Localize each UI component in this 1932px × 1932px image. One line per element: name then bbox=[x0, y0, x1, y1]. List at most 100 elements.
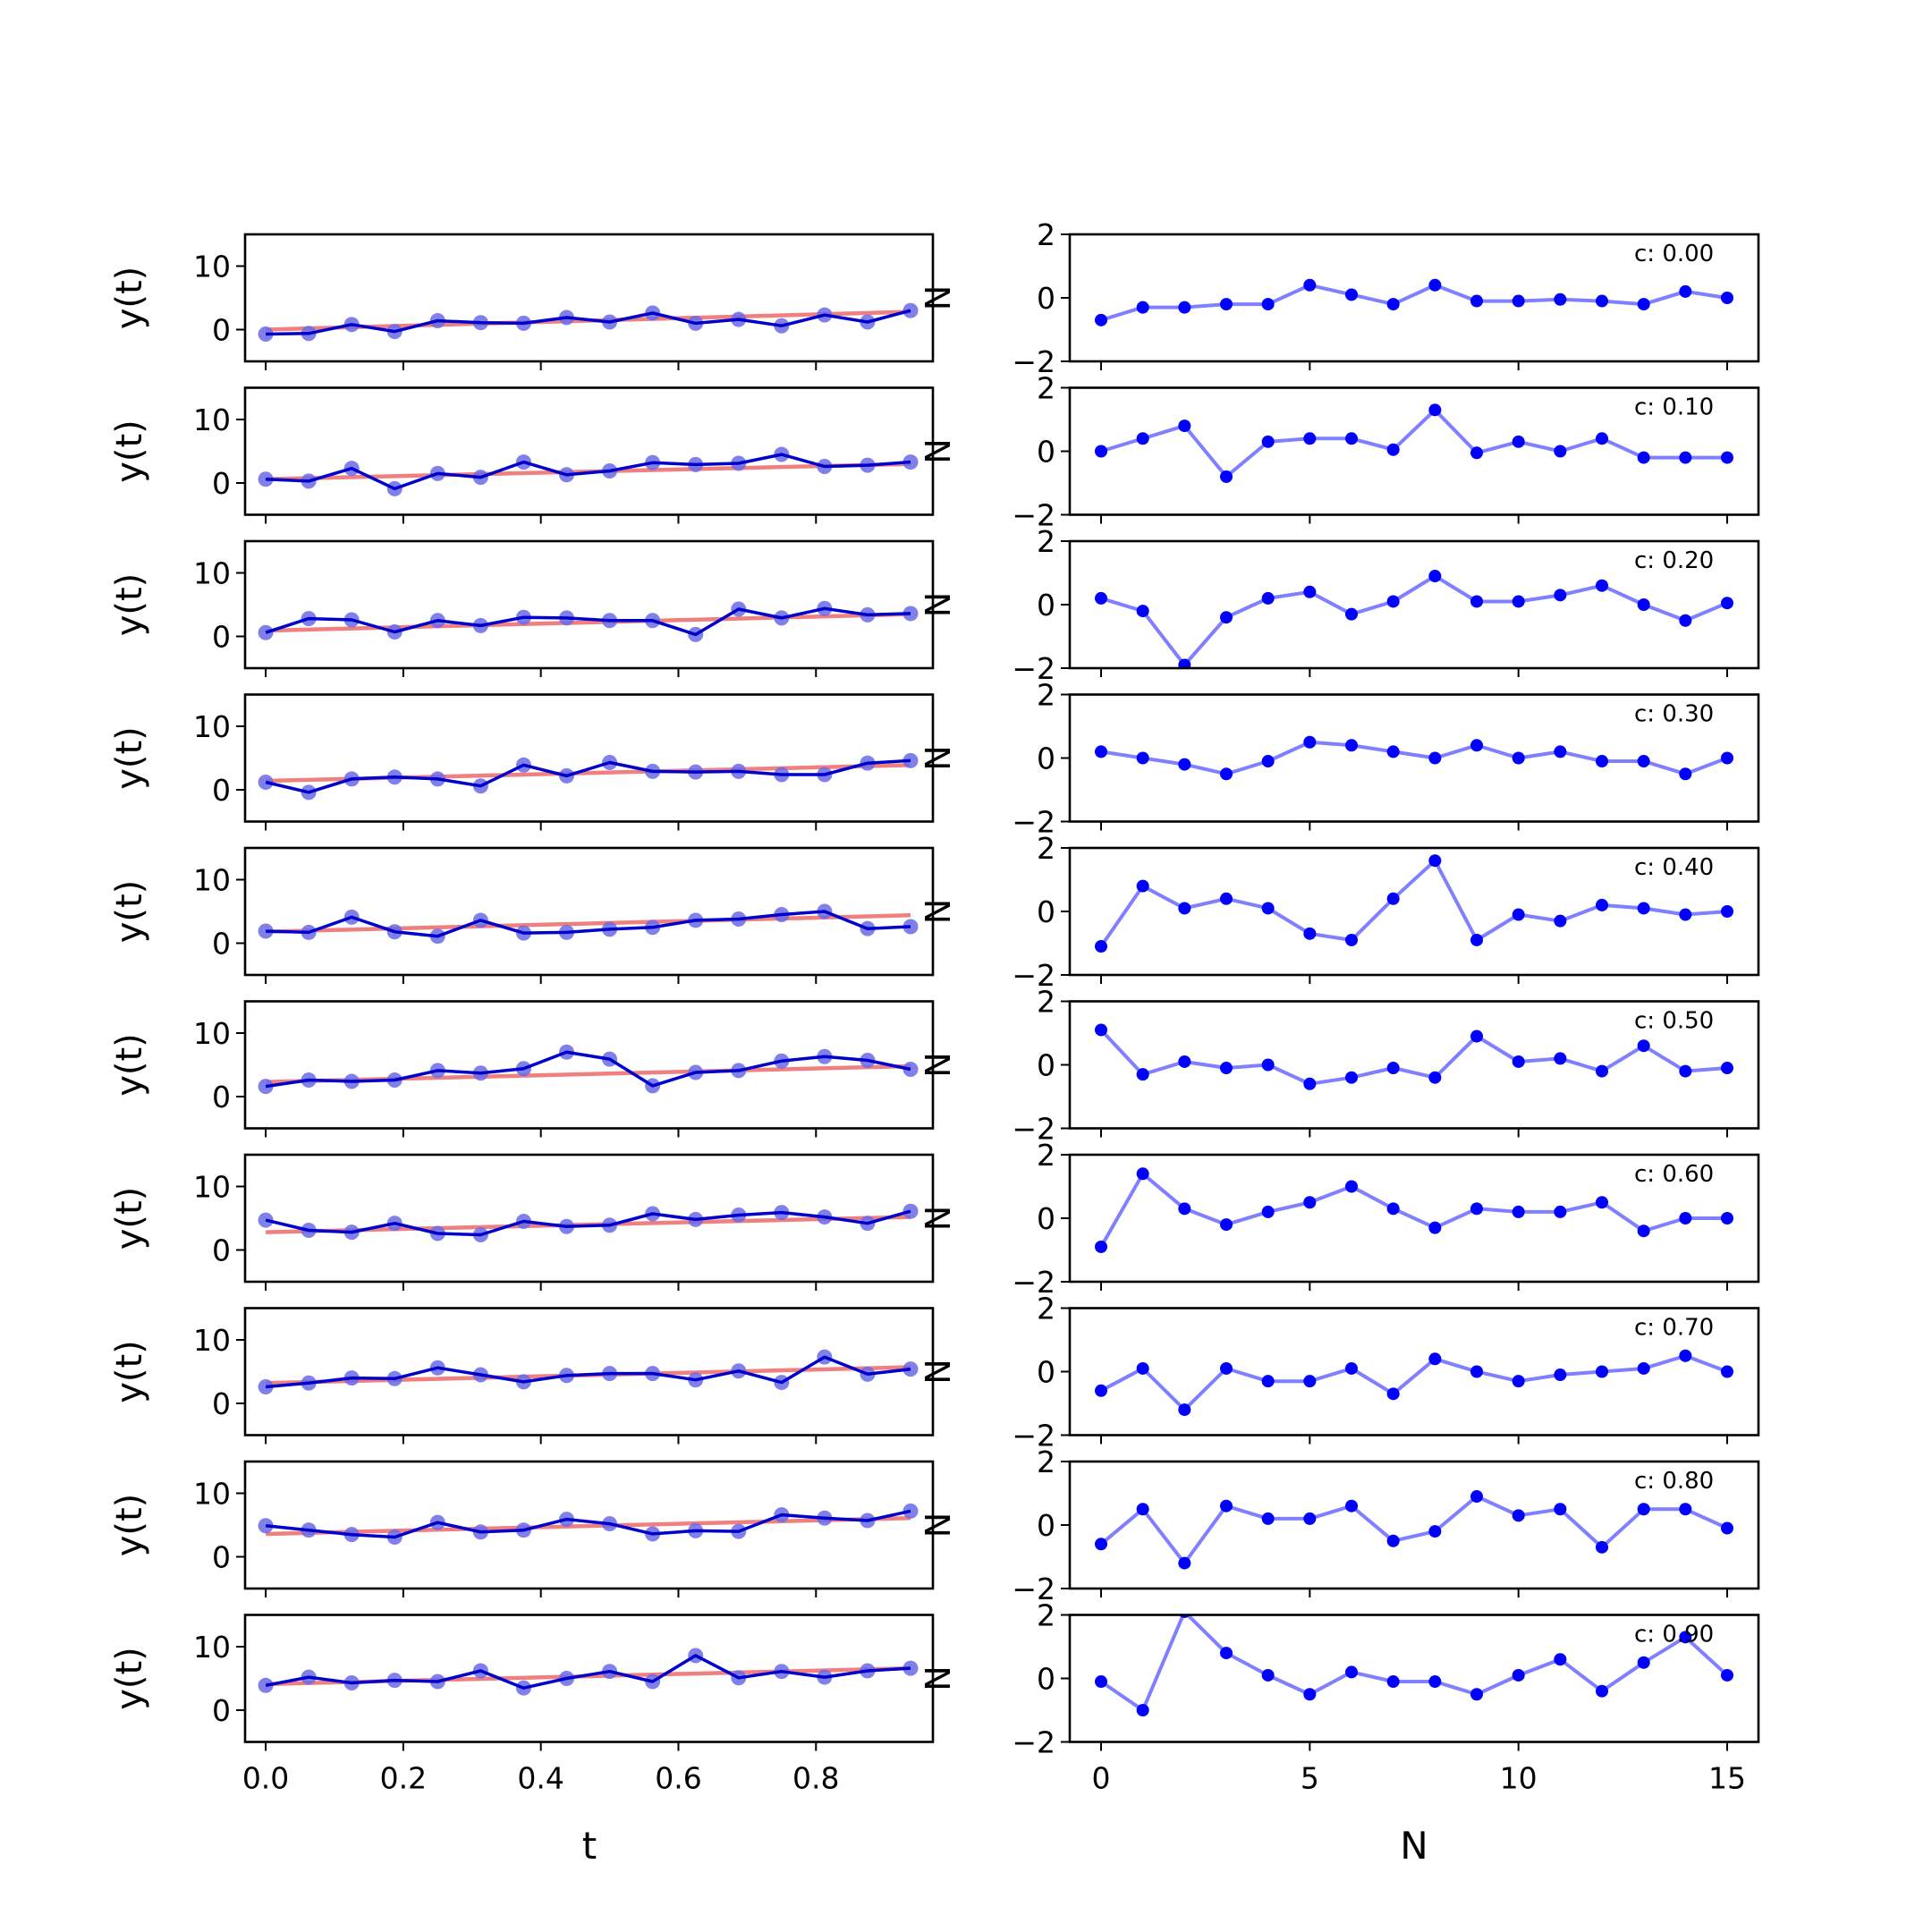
y-tick-label: −2 bbox=[1012, 1725, 1055, 1760]
residual-point bbox=[1554, 1368, 1567, 1382]
x-tick-label: 15 bbox=[1708, 1761, 1746, 1796]
signal-point bbox=[258, 624, 274, 640]
left-plot-area bbox=[258, 752, 919, 801]
y-tick-label: 2 bbox=[1037, 1292, 1055, 1326]
left-panel-frame bbox=[243, 539, 935, 670]
residual-point bbox=[1512, 1509, 1525, 1522]
residual-point bbox=[1721, 751, 1733, 765]
residual-point bbox=[1512, 908, 1525, 921]
residual-point bbox=[1345, 607, 1358, 621]
signal-point bbox=[902, 302, 919, 318]
residual-point bbox=[1679, 1212, 1692, 1224]
signal-point bbox=[258, 471, 274, 487]
residual-point bbox=[1178, 1055, 1191, 1068]
right-plot-area bbox=[1095, 570, 1733, 668]
y-tick-label: 10 bbox=[193, 709, 231, 744]
right-y-axis-label: N bbox=[919, 1206, 958, 1231]
left-panel-frame bbox=[243, 1000, 935, 1130]
left-panel-0: 0 10 y(t) N bbox=[109, 233, 958, 370]
residual-point bbox=[1637, 1656, 1650, 1669]
residual-point bbox=[1303, 432, 1317, 445]
residual-point bbox=[1345, 288, 1358, 301]
y-tick-label: 0 bbox=[212, 313, 231, 348]
left-y-axis-label: y(t) bbox=[109, 1494, 150, 1557]
y-tick-label: 0 bbox=[1037, 1508, 1055, 1543]
residual-point bbox=[1637, 598, 1650, 611]
residual-point bbox=[1386, 1675, 1400, 1689]
residual-point bbox=[1136, 879, 1149, 893]
residual-point bbox=[1554, 745, 1567, 758]
x-tick-label: 0.4 bbox=[517, 1761, 564, 1796]
right-plot-area bbox=[1095, 854, 1733, 953]
fit-line bbox=[266, 612, 911, 633]
x-tick-label: 0.2 bbox=[380, 1761, 427, 1796]
residual-point bbox=[1303, 278, 1317, 292]
y-tick-label: 0 bbox=[212, 1693, 231, 1728]
residual-point bbox=[1136, 1167, 1149, 1181]
y-tick-label: 0 bbox=[1037, 1662, 1055, 1697]
residual-point bbox=[1303, 1512, 1317, 1525]
residual-line bbox=[1099, 1495, 1728, 1565]
residual-point bbox=[1637, 1224, 1650, 1238]
residual-point bbox=[1721, 1062, 1733, 1075]
x-tick-label: 10 bbox=[1500, 1761, 1538, 1796]
left-y-axis-label: y(t) bbox=[109, 267, 150, 330]
residual-point bbox=[1136, 301, 1149, 314]
residual-point bbox=[1345, 1361, 1358, 1375]
y-tick-label: 0 bbox=[1037, 1048, 1055, 1083]
signal-point bbox=[258, 1677, 274, 1693]
residual-point bbox=[1178, 902, 1191, 915]
left-panel-5: 0 10 y(t) N bbox=[109, 1000, 958, 1138]
residual-point bbox=[1470, 1030, 1483, 1043]
x-tick-label: 0.6 bbox=[655, 1761, 701, 1796]
right-plot-area bbox=[1095, 403, 1733, 483]
left-y-axis-label: y(t) bbox=[109, 419, 150, 483]
residual-point bbox=[1512, 1375, 1525, 1388]
residual-point bbox=[1303, 1077, 1317, 1090]
left-panel-8: 0 10 y(t) N bbox=[109, 1460, 958, 1597]
signal-point bbox=[902, 1203, 919, 1219]
panel-annotation: c: 0.50 bbox=[1634, 1008, 1714, 1035]
panel-annotation: c: 0.80 bbox=[1634, 1468, 1714, 1495]
residual-point bbox=[1596, 294, 1608, 308]
residual-point bbox=[1554, 914, 1567, 928]
right-y-axis-label: N bbox=[919, 1665, 958, 1690]
residual-point bbox=[1596, 432, 1608, 445]
residual-point bbox=[1220, 1062, 1233, 1075]
right-y-axis-label: N bbox=[919, 438, 958, 463]
residual-point bbox=[1470, 1688, 1483, 1701]
residual-point bbox=[1470, 294, 1483, 308]
right-panel-4: c: 0.40 −2 0 2 bbox=[1012, 831, 1760, 993]
y-tick-label: 0 bbox=[1037, 1355, 1055, 1390]
residual-point bbox=[1428, 278, 1442, 292]
right-panel-2: c: 0.20 −2 0 2 bbox=[1012, 524, 1760, 686]
right-y-axis-label: N bbox=[919, 745, 958, 770]
residual-line bbox=[1099, 1172, 1727, 1248]
y-tick-label: −2 bbox=[1012, 1419, 1055, 1453]
signal-point bbox=[258, 1212, 274, 1228]
residual-point bbox=[1095, 1240, 1107, 1253]
residual-point bbox=[1261, 591, 1275, 605]
right-plot-area bbox=[1095, 278, 1733, 326]
left-panel-frame bbox=[243, 1614, 935, 1743]
residual-point bbox=[1470, 1490, 1483, 1504]
residual-point bbox=[1095, 1384, 1107, 1397]
residual-point bbox=[1178, 419, 1191, 433]
residual-point bbox=[1596, 1365, 1608, 1378]
residual-point bbox=[1679, 767, 1692, 781]
y-tick-label: 2 bbox=[1037, 217, 1055, 252]
residual-point bbox=[1637, 902, 1650, 915]
y-tick-label: 2 bbox=[1037, 1445, 1055, 1479]
y-tick-label: 0 bbox=[212, 1080, 231, 1114]
residual-point bbox=[1554, 445, 1567, 458]
y-tick-label: 10 bbox=[193, 1477, 231, 1512]
residual-point bbox=[1261, 1668, 1275, 1682]
left-panel-column: 0 10 y(t) N 0 10 y(t) N 0 10 y(t) N 0 10 y(t) N 0 10 y(t) N… bbox=[109, 233, 958, 1796]
residual-point bbox=[1178, 301, 1191, 314]
residual-point bbox=[1345, 1665, 1358, 1679]
y-tick-label: 0 bbox=[212, 1233, 231, 1268]
residual-point bbox=[1512, 435, 1525, 448]
y-tick-label: 2 bbox=[1037, 371, 1055, 406]
y-tick-label: 0 bbox=[212, 773, 231, 808]
